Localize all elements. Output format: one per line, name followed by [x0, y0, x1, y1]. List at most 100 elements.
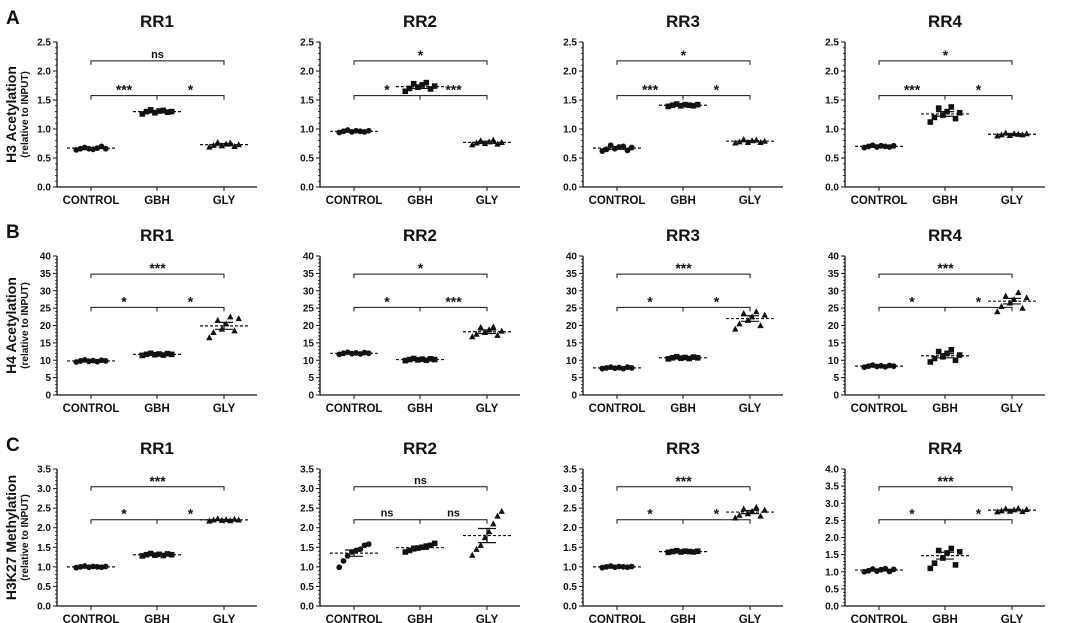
y-tick-label: 4.0 — [825, 465, 839, 476]
data-point-triangle — [1002, 292, 1009, 299]
y-tick-label: 0 — [833, 391, 839, 402]
data-point-square — [948, 545, 955, 552]
data-point-square — [940, 555, 946, 561]
y-tick-label: 5 — [571, 373, 577, 384]
y-tick-label: 1.5 — [563, 543, 577, 554]
y-tick-label: 1.5 — [300, 96, 314, 107]
data-point-square — [686, 355, 693, 362]
data-point-triangle — [227, 139, 234, 146]
data-point-triangle — [757, 322, 764, 329]
significance-label: * — [418, 47, 424, 63]
data-point-triangle — [761, 137, 768, 144]
data-point-circle — [344, 552, 351, 559]
data-point-square — [402, 549, 409, 555]
row-letter-C: C — [6, 435, 20, 456]
y-axis-subtitle: (relative to INPUT) — [20, 494, 31, 581]
data-point-triangle — [214, 316, 221, 323]
data-point-square — [402, 88, 409, 95]
data-point-triangle — [732, 514, 739, 521]
data-point-square — [669, 102, 676, 109]
significance-bracket — [682, 306, 751, 312]
data-point-square — [944, 108, 950, 115]
y-tick-label: 2.5 — [37, 504, 51, 515]
panel-title: RR4 — [928, 439, 963, 458]
data-point-circle — [603, 146, 610, 153]
data-point-triangle — [998, 507, 1005, 514]
data-point-triangle — [757, 512, 764, 519]
significance-label: *** — [116, 82, 133, 98]
data-point-triangle — [1015, 130, 1022, 137]
significance-bracket — [353, 519, 421, 524]
y-tick-label: 35 — [828, 269, 840, 280]
significance-label: * — [976, 293, 982, 309]
data-point-triangle — [473, 330, 480, 337]
y-tick-label: 0.0 — [300, 602, 314, 613]
data-point-triangle — [1023, 506, 1030, 513]
y-tick-label: 2.5 — [563, 38, 577, 49]
data-point-triangle — [490, 323, 497, 330]
data-point-circle — [607, 142, 614, 149]
row-A: A H3 Acetylation (relative to INPUT) RR1 0.0… — [3, 8, 1045, 207]
x-tick-label: GLY — [476, 403, 499, 415]
significance-bracket — [944, 519, 1013, 524]
data-point-square — [423, 79, 430, 86]
data-point-triangle — [732, 325, 739, 332]
y-tick-label: 2.0 — [300, 67, 314, 78]
data-point-triangle — [1023, 294, 1030, 301]
data-point-square — [673, 353, 680, 360]
y-tick-label: 1.0 — [37, 562, 51, 573]
data-point-triangle — [235, 516, 242, 523]
y-tick-label: 2.0 — [37, 67, 51, 78]
y-tick-label: 40 — [828, 252, 840, 263]
data-point-triangle — [218, 142, 226, 149]
data-point-triangle — [1019, 508, 1026, 515]
data-point-square — [927, 119, 934, 125]
data-point-triangle — [1023, 130, 1030, 137]
data-point-triangle — [231, 143, 238, 149]
significance-bracket — [616, 273, 751, 279]
data-point-square — [686, 548, 693, 555]
data-point-triangle — [490, 136, 497, 143]
y-tick-label: 1.0 — [563, 562, 577, 573]
data-point-circle — [616, 563, 622, 570]
x-tick-label: CONTROL — [63, 403, 120, 415]
data-point-triangle — [740, 309, 747, 316]
y-tick-label: 0.0 — [825, 183, 839, 194]
panel-title: RR2 — [403, 12, 437, 31]
x-tick-label: CONTROL — [63, 614, 120, 623]
data-point-triangle — [477, 541, 484, 548]
x-tick-label: GLY — [739, 614, 762, 623]
data-point-square — [690, 354, 697, 360]
data-point-triangle — [473, 545, 480, 552]
data-point-square — [927, 565, 934, 572]
significance-label: * — [188, 293, 194, 309]
x-tick-label: GLY — [213, 403, 236, 415]
significance-label: *** — [937, 473, 954, 489]
y-tick-label: 3.5 — [300, 465, 314, 476]
data-point-square — [147, 107, 154, 113]
data-point-square — [415, 84, 421, 91]
data-point-square — [944, 550, 950, 556]
y-tick-label: 30 — [40, 286, 52, 297]
data-point-square — [952, 562, 959, 568]
data-point-square — [690, 549, 697, 555]
data-point-square — [944, 350, 950, 357]
x-tick-label: GLY — [739, 403, 762, 415]
panel-title: RR2 — [403, 226, 437, 245]
significance-bracket — [90, 60, 225, 65]
data-point-circle — [624, 147, 631, 154]
data-point-triangle — [1006, 131, 1014, 138]
data-point-triangle — [1002, 129, 1009, 136]
data-point-triangle — [761, 311, 768, 318]
data-point-triangle — [473, 139, 480, 146]
data-point-square — [410, 546, 417, 552]
data-point-square — [419, 356, 425, 363]
data-point-triangle — [227, 517, 234, 524]
y-tick-label: 2.0 — [825, 67, 839, 78]
y-tick-label: 5 — [45, 373, 51, 384]
data-point-square — [152, 109, 158, 116]
y-tick-label: 2.5 — [563, 504, 577, 515]
data-point-square — [665, 356, 672, 362]
